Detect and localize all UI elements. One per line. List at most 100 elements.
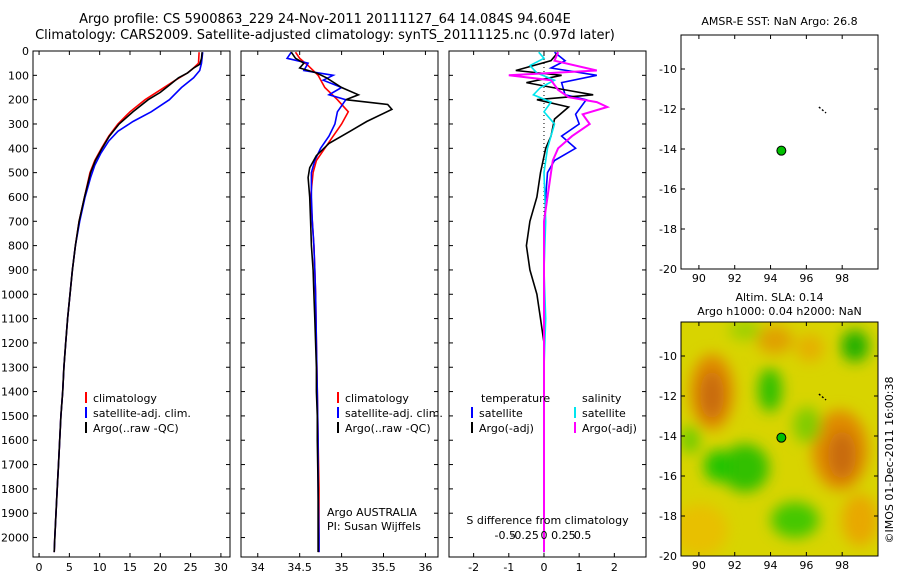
salinity-xtick-label: 35 (335, 561, 349, 574)
salinity-xtick-label: 35.5 (371, 561, 396, 574)
salinity-series-climatology (294, 51, 350, 553)
difference-xlabel-top: S difference from climatology (466, 514, 629, 527)
sla-map-ytick-label: -14 (659, 430, 677, 443)
temperature-series-climatology (53, 52, 200, 553)
salinity-legend-label: satellite-adj. clim. (345, 407, 443, 420)
temperature-ytick-label: 1700 (1, 459, 29, 472)
temperature-ytick-label: 1400 (1, 386, 29, 399)
temperature-ytick-label: 1500 (1, 410, 29, 423)
sst-map-frame (680, 34, 879, 270)
temperature-ytick-label: 0 (22, 45, 29, 58)
sst-map-xtick-label: 94 (764, 272, 778, 285)
difference-legend-title-salinity: salinity (582, 392, 622, 405)
temperature-plot-frame (32, 50, 231, 558)
difference-legend-label: Argo(-adj) (479, 422, 534, 435)
difference-series-satellite (528, 51, 557, 553)
temperature-ytick-label: 300 (8, 118, 29, 131)
sst-map-ytick-label: -12 (659, 103, 677, 116)
difference-sal-tick-label: 0.25 (551, 529, 576, 542)
temperature-ytick-label: 1100 (1, 313, 29, 326)
sla-map-frame (680, 321, 879, 557)
salinity-legend-label: Argo(..raw -QC) (345, 422, 431, 435)
temperature-xlabel: temperature (deg C) (75, 578, 188, 580)
temperature-ytick-label: 1300 (1, 361, 29, 374)
sst-map-xtick-label: 98 (835, 272, 849, 285)
sst-map-ytick-label: -10 (659, 63, 677, 76)
sst-map-ytick-label: -18 (659, 223, 677, 236)
temperature-xtick-label: 15 (123, 561, 137, 574)
temperature-xtick-label: 25 (184, 561, 198, 574)
sst-map-ytick-label: -20 (659, 263, 677, 276)
figure-title-line1: Argo profile: CS 5900863_229 24-Nov-2011… (79, 12, 571, 27)
salinity-annotation: Argo AUSTRALIA (327, 506, 417, 519)
sst-map-ytick-label: -14 (659, 143, 677, 156)
sst-map-xtick-label: 96 (799, 272, 813, 285)
difference-xtick-label: 1 (576, 561, 583, 574)
difference-legend-title-temperature: temperature (481, 392, 550, 405)
salinity-xtick-label: 36 (418, 561, 432, 574)
difference-legend-label: satellite (582, 407, 626, 420)
difference-legend-label: satellite (479, 407, 523, 420)
sla-map-xtick-label: 96 (799, 559, 813, 572)
sst-map-title: AMSR-E SST: NaN Argo: 26.8 (701, 15, 857, 28)
temperature-ytick-label: 1200 (1, 337, 29, 350)
difference-sal-tick-label: 0 (540, 529, 547, 542)
difference-series-argo-adj- (515, 51, 594, 553)
temperature-ytick-label: 200 (8, 94, 29, 107)
temperature-ytick-label: 1600 (1, 434, 29, 447)
sla-map-ytick-label: -20 (659, 550, 677, 563)
temperature-ytick-label: 400 (8, 142, 29, 155)
difference-xtick-label: 2 (611, 561, 618, 574)
difference-sal-tick-label: -0.5 (495, 529, 516, 542)
temperature-ytick-label: 1800 (1, 483, 29, 496)
temperature-legend-label: climatology (93, 392, 157, 405)
sla-map-ytick-label: -16 (659, 470, 677, 483)
difference-legend-label: Argo(-adj) (582, 422, 637, 435)
sla-map-ytick-label: -18 (659, 510, 677, 523)
salinity-xtick-label: 34 (251, 561, 265, 574)
sst-map-ytick-label: -16 (659, 183, 677, 196)
difference-series-argo-adj- (508, 51, 611, 553)
temperature-xtick-label: 0 (36, 561, 43, 574)
sst-map-float-position (776, 145, 787, 156)
temperature-legend-label: Argo(..raw -QC) (93, 422, 179, 435)
salinity-xlabel: salinity (320, 578, 360, 580)
sla-map-title: Argo h1000: 0.04 h2000: NaN (697, 305, 862, 318)
salinity-legend-label: climatology (345, 392, 409, 405)
salinity-xtick-label: 34.5 (287, 561, 312, 574)
temperature-series-satellite-adj-clim- (53, 52, 204, 553)
sla-map-title: Altim. SLA: 0.14 (735, 291, 823, 304)
temperature-ytick-label: 500 (8, 167, 29, 180)
salinity-series-argo-raw-qc- (290, 51, 394, 553)
temperature-xtick-label: 10 (93, 561, 107, 574)
salinity-annotation: PI: Susan Wijffels (327, 520, 421, 533)
temperature-xtick-label: 20 (153, 561, 167, 574)
temperature-ytick-label: 100 (8, 69, 29, 82)
temperature-ytick-label: 900 (8, 264, 29, 277)
imos-credit: ©IMOS 01-Dec-2011 16:00:38 (883, 377, 896, 544)
temperature-xtick-label: 30 (214, 561, 228, 574)
sst-map-xtick-label: 90 (692, 272, 706, 285)
temperature-ytick-label: 800 (8, 240, 29, 253)
temperature-series-argo-raw-qc- (53, 52, 203, 553)
temperature-xtick-label: 5 (66, 561, 73, 574)
difference-xtick-label: 0 (540, 561, 547, 574)
sla-map-xtick-label: 92 (728, 559, 742, 572)
temperature-ytick-label: 1900 (1, 507, 29, 520)
sla-map-xtick-label: 94 (764, 559, 778, 572)
temperature-ytick-label: 2000 (1, 532, 29, 545)
sla-map-ytick-label: -12 (659, 390, 677, 403)
temperature-ytick-label: 1000 (1, 288, 29, 301)
difference-series-satellite (543, 51, 597, 553)
difference-xlabel: T difference from climatology (466, 578, 629, 580)
temperature-legend-label: satellite-adj. clim. (93, 407, 191, 420)
difference-sal-tick-label: 0.5 (574, 529, 592, 542)
difference-xtick-label: -1 (503, 561, 514, 574)
salinity-series-satellite-adj-clim- (285, 51, 348, 553)
sla-map-xtick-label: 90 (692, 559, 706, 572)
sst-map-xtick-label: 92 (728, 272, 742, 285)
sla-map-ytick-label: -10 (659, 350, 677, 363)
temperature-ytick-label: 700 (8, 215, 29, 228)
difference-xtick-label: -2 (468, 561, 479, 574)
